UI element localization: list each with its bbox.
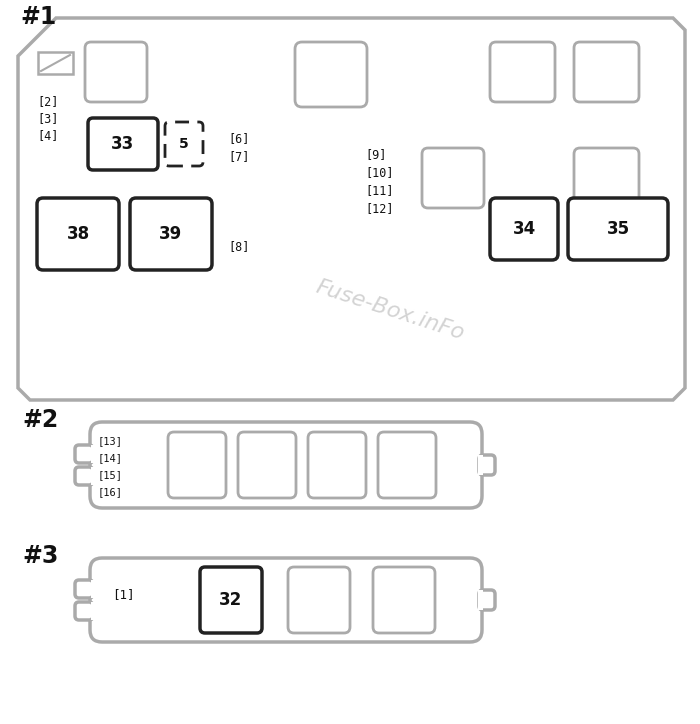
Text: [1]: [1] bbox=[112, 589, 134, 602]
Text: [10]: [10] bbox=[365, 166, 393, 179]
FancyBboxPatch shape bbox=[574, 148, 639, 208]
Text: [15]: [15] bbox=[98, 470, 123, 480]
FancyBboxPatch shape bbox=[75, 445, 93, 463]
Text: 38: 38 bbox=[66, 225, 90, 243]
FancyBboxPatch shape bbox=[168, 432, 226, 498]
Text: #1: #1 bbox=[20, 5, 56, 29]
FancyBboxPatch shape bbox=[165, 122, 203, 166]
Text: [11]: [11] bbox=[365, 184, 393, 197]
Text: [8]: [8] bbox=[228, 240, 249, 253]
Text: [6]: [6] bbox=[228, 132, 249, 145]
FancyBboxPatch shape bbox=[373, 567, 435, 633]
Text: [2]: [2] bbox=[37, 95, 58, 108]
Text: [13]: [13] bbox=[98, 436, 123, 446]
Text: 39: 39 bbox=[160, 225, 183, 243]
FancyBboxPatch shape bbox=[378, 432, 436, 498]
FancyBboxPatch shape bbox=[238, 432, 296, 498]
FancyBboxPatch shape bbox=[75, 580, 93, 598]
Text: 33: 33 bbox=[111, 135, 134, 153]
Text: #3: #3 bbox=[22, 544, 58, 568]
Text: #2: #2 bbox=[22, 408, 58, 432]
Text: [7]: [7] bbox=[228, 150, 249, 163]
Text: 5: 5 bbox=[179, 137, 189, 151]
FancyBboxPatch shape bbox=[130, 198, 212, 270]
Text: 34: 34 bbox=[512, 220, 536, 238]
Text: [3]: [3] bbox=[37, 112, 58, 125]
FancyBboxPatch shape bbox=[200, 567, 262, 633]
FancyBboxPatch shape bbox=[88, 118, 158, 170]
FancyBboxPatch shape bbox=[490, 198, 558, 260]
FancyBboxPatch shape bbox=[75, 467, 93, 485]
FancyBboxPatch shape bbox=[568, 198, 668, 260]
Polygon shape bbox=[18, 18, 685, 400]
Text: 32: 32 bbox=[219, 591, 243, 609]
FancyBboxPatch shape bbox=[308, 432, 366, 498]
FancyBboxPatch shape bbox=[90, 422, 482, 508]
FancyBboxPatch shape bbox=[288, 567, 350, 633]
Text: 35: 35 bbox=[606, 220, 629, 238]
FancyBboxPatch shape bbox=[295, 42, 367, 107]
Bar bbox=[91, 602, 95, 620]
FancyBboxPatch shape bbox=[422, 148, 484, 208]
Text: [4]: [4] bbox=[37, 129, 58, 142]
Bar bbox=[91, 580, 95, 598]
Bar bbox=[38, 52, 73, 74]
FancyBboxPatch shape bbox=[85, 42, 147, 102]
FancyBboxPatch shape bbox=[479, 590, 495, 610]
Bar bbox=[478, 455, 483, 475]
FancyBboxPatch shape bbox=[574, 42, 639, 102]
Text: [16]: [16] bbox=[98, 487, 123, 497]
Text: [9]: [9] bbox=[365, 148, 386, 161]
FancyBboxPatch shape bbox=[479, 455, 495, 475]
FancyBboxPatch shape bbox=[90, 558, 482, 642]
Text: Fuse-Box.inFo: Fuse-Box.inFo bbox=[313, 277, 467, 343]
Text: [14]: [14] bbox=[98, 453, 123, 463]
Bar bbox=[91, 467, 95, 485]
FancyBboxPatch shape bbox=[37, 198, 119, 270]
Bar bbox=[91, 445, 95, 463]
Text: [12]: [12] bbox=[365, 202, 393, 215]
Bar bbox=[478, 590, 483, 610]
FancyBboxPatch shape bbox=[490, 42, 555, 102]
FancyBboxPatch shape bbox=[75, 602, 93, 620]
